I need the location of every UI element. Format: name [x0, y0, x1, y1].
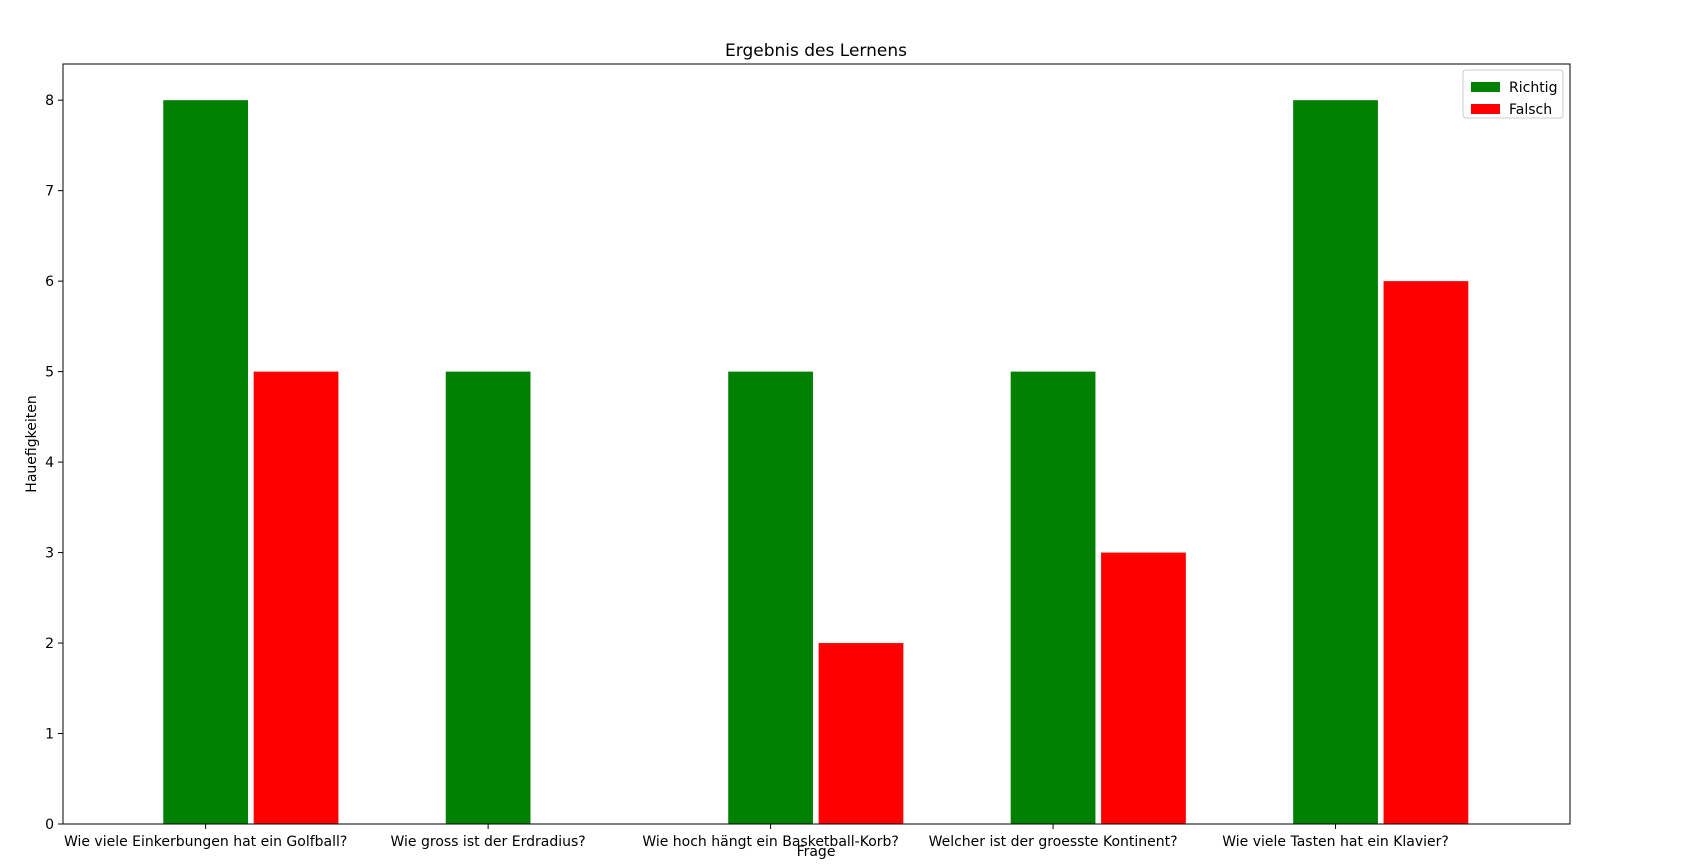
y-tick-label: 2: [45, 636, 54, 652]
legend-swatch-richtig: [1471, 82, 1500, 92]
bar-falsch-3: [1101, 552, 1186, 824]
x-axis-label: Frage: [797, 844, 836, 860]
x-tick-label: Wie hoch hängt ein Basketball-Korb?: [642, 834, 899, 850]
y-tick-label: 8: [45, 93, 54, 109]
bar-falsch-4: [1383, 281, 1469, 824]
y-tick-label: 0: [45, 817, 54, 833]
bar-richtig-2: [728, 371, 813, 824]
y-tick-label: 6: [45, 274, 54, 290]
legend-label-falsch: Falsch: [1509, 102, 1552, 118]
y-tick-label: 5: [45, 365, 54, 381]
legend: Richtig Falsch: [1462, 69, 1564, 119]
x-tick-label: Welcher ist der groesste Kontinent?: [929, 834, 1178, 850]
bar-richtig-3: [1010, 371, 1096, 824]
y-axis: 0 1 2 3 4 5 6 7 8: [45, 93, 63, 833]
y-tick-label: 3: [45, 546, 54, 562]
bar-falsch-0: [253, 371, 339, 824]
y-tick-label: 4: [45, 455, 54, 471]
plot-area-frame: [62, 63, 1571, 825]
x-axis: Wie viele Einkerbungen hat ein Golfball?…: [64, 824, 1449, 850]
x-tick-label: Wie viele Einkerbungen hat ein Golfball?: [64, 834, 347, 850]
bar-falsch-2: [818, 643, 904, 824]
chart-title: Ergebnis des Lernens: [725, 41, 907, 61]
bar-richtig-4: [1293, 100, 1378, 824]
x-tick-label: Wie viele Tasten hat ein Klavier?: [1222, 834, 1449, 850]
bars-layer: [163, 100, 1469, 824]
y-tick-label: 1: [45, 727, 54, 743]
bar-richtig-1: [445, 371, 531, 824]
legend-swatch-falsch: [1471, 104, 1500, 114]
y-axis-label: Hauefigkeiten: [24, 395, 40, 492]
legend-label-richtig: Richtig: [1509, 80, 1557, 96]
bar-richtig-0: [163, 100, 249, 824]
x-tick-label: Wie gross ist der Erdradius?: [391, 834, 586, 850]
y-tick-label: 7: [45, 184, 54, 200]
